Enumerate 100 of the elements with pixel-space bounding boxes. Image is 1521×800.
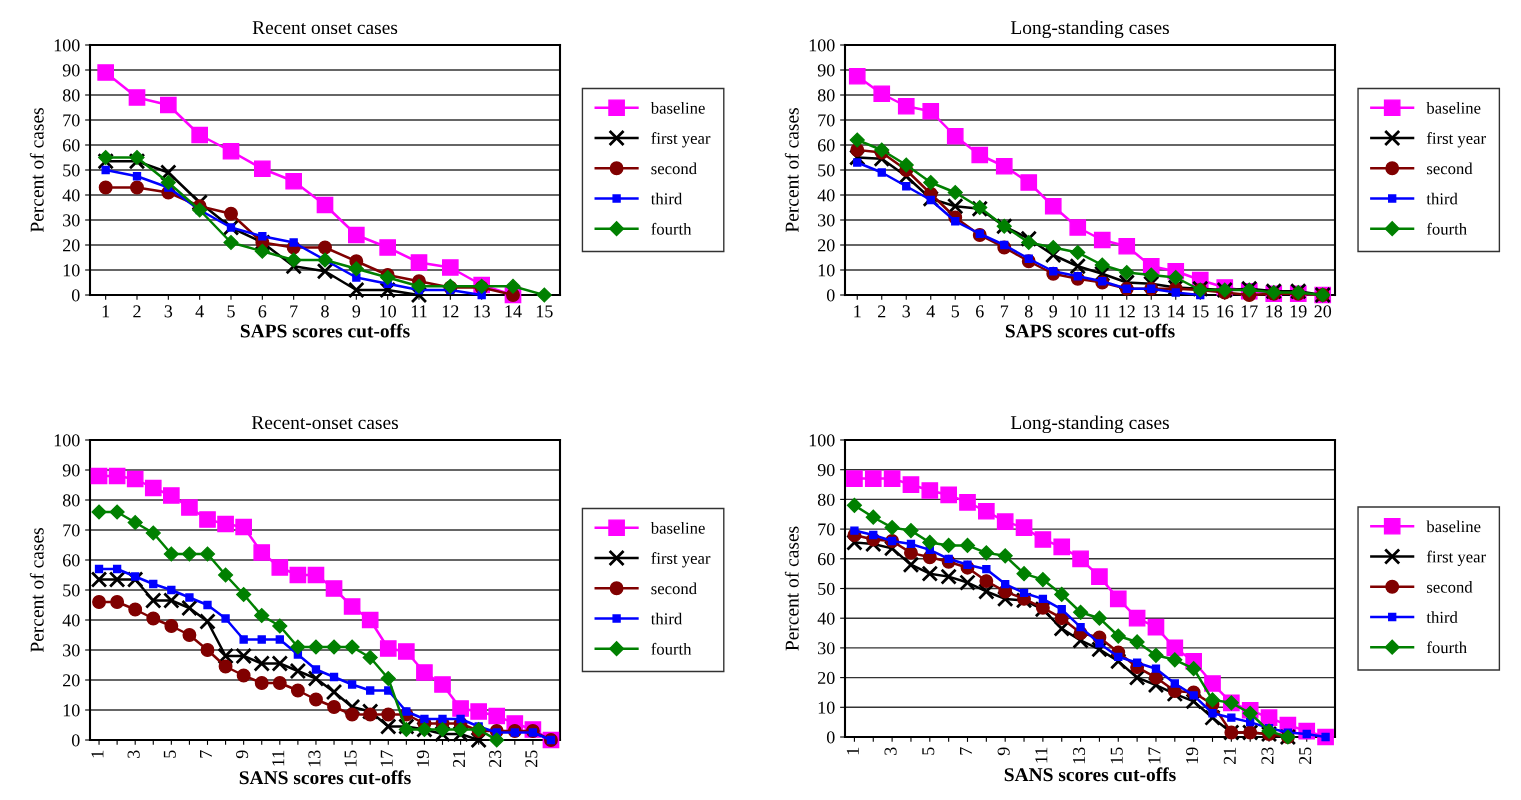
y-tick-label: 80 xyxy=(817,89,835,102)
x-tick-label: 7 xyxy=(1000,305,1009,318)
x-tick-label: 13 xyxy=(1143,305,1160,318)
x-tick-label: 6 xyxy=(258,305,267,318)
legend-label: baseline xyxy=(650,102,705,114)
x-tick-label: 20 xyxy=(1314,305,1332,318)
x-tick-label: 16 xyxy=(1217,305,1234,318)
y-tick-label: 60 xyxy=(818,139,835,152)
legend-label: third xyxy=(1426,192,1458,205)
y-tick-label: 100 xyxy=(809,39,835,52)
y-tick-label: 80 xyxy=(62,89,80,102)
x-tick-label: 7 xyxy=(290,305,298,318)
legend-label: fourth xyxy=(1426,222,1467,235)
x-tick-label: 12 xyxy=(442,305,459,318)
x-tick-label: 13 xyxy=(308,750,321,767)
x-tick-label: 11 xyxy=(1095,305,1110,318)
x-tick-label: 11 xyxy=(411,305,427,318)
y-tick-label: 20 xyxy=(63,674,80,687)
y-tick-label: 90 xyxy=(62,464,80,477)
y-tick-label: 20 xyxy=(818,239,835,252)
x-tick-label: 2 xyxy=(133,305,141,318)
x-tick-label: 19 xyxy=(1186,747,1199,764)
y-tick-label: 90 xyxy=(817,64,835,77)
legend-label: baseline xyxy=(1426,102,1481,114)
y-tick-label: 30 xyxy=(818,214,835,227)
x-tick-label: 21 xyxy=(1223,747,1236,764)
x-tick-label: 5 xyxy=(227,305,235,318)
x-tick-label: 8 xyxy=(321,305,329,318)
x-tick-label: 19 xyxy=(1290,305,1307,318)
legend-label: baseline xyxy=(650,522,705,534)
x-tick-label: 8 xyxy=(1024,305,1033,318)
x-tick-label: 13 xyxy=(474,305,490,318)
y-tick-label: 60 xyxy=(63,554,80,567)
legend-label: third xyxy=(650,192,683,205)
y-tick-label: 70 xyxy=(818,114,835,127)
y-tick-label: 70 xyxy=(63,114,80,127)
y-tick-label: 40 xyxy=(62,614,80,627)
y-tick-label: 0 xyxy=(71,734,80,747)
x-tick-label: 7 xyxy=(960,747,972,755)
x-tick-label: 10 xyxy=(1070,305,1087,318)
chart-title: Recent onset cases xyxy=(252,21,398,35)
y-tick-label: 90 xyxy=(817,463,835,477)
x-tick-label: 18 xyxy=(1266,305,1283,318)
x-tick-label: 5 xyxy=(951,305,960,318)
y-tick-label: 70 xyxy=(63,524,80,537)
legend-label: second xyxy=(651,582,697,595)
chart-title: Long-standing cases xyxy=(1010,415,1169,434)
y-tick-label: 20 xyxy=(818,671,835,685)
y-tick-label: 10 xyxy=(818,264,835,277)
legend-label: first year xyxy=(1426,132,1486,148)
x-tick-label: 21 xyxy=(452,750,465,767)
y-tick-label: 10 xyxy=(818,701,835,714)
x-tick-label: 5 xyxy=(163,750,176,758)
x-tick-label: 15 xyxy=(536,305,553,318)
chart-title: Recent-onset cases xyxy=(251,416,398,430)
x-tick-label: 3 xyxy=(164,305,173,318)
x-axis-title: SANS scores cut-offs xyxy=(239,770,411,785)
chart-title: Long-standing cases xyxy=(1010,20,1169,39)
x-tick-label: 15 xyxy=(1192,305,1209,318)
x-tick-label: 3 xyxy=(902,305,911,318)
x-tick-label: 3 xyxy=(127,750,140,758)
y-axis-title: Percent of cases xyxy=(29,108,44,233)
y-tick-label: 80 xyxy=(62,494,80,507)
x-tick-label: 14 xyxy=(505,305,522,318)
y-tick-label: 0 xyxy=(826,731,835,744)
x-tick-label: 19 xyxy=(416,750,429,767)
x-tick-label: 1 xyxy=(91,750,104,758)
y-tick-label: 50 xyxy=(818,164,835,177)
x-tick-label: 23 xyxy=(489,750,502,767)
x-tick-label: 1 xyxy=(102,305,110,318)
legend-label: third xyxy=(650,612,683,625)
x-tick-label: 14 xyxy=(1168,305,1185,318)
x-tick-label: 4 xyxy=(926,305,935,318)
legend-label: third xyxy=(1426,611,1458,623)
legend-label: baseline xyxy=(1426,520,1481,533)
legend-label: fourth xyxy=(651,642,692,655)
x-tick-label: 10 xyxy=(380,305,397,318)
y-tick-label: 50 xyxy=(63,584,80,597)
x-tick-label: 9 xyxy=(997,747,1010,756)
y-axis-title: Percent of cases xyxy=(784,526,799,651)
y-tick-label: 40 xyxy=(817,612,835,625)
x-tick-label: 9 xyxy=(1049,305,1058,318)
y-tick-label: 30 xyxy=(63,214,80,227)
x-tick-label: 3 xyxy=(884,747,897,755)
x-tick-label: 11 xyxy=(272,750,285,766)
y-axis-title: Percent of cases xyxy=(784,108,799,233)
x-tick-label: 25 xyxy=(525,750,538,767)
x-tick-label: 9 xyxy=(352,305,361,318)
x-tick-label: 5 xyxy=(922,747,935,755)
y-tick-label: 50 xyxy=(818,582,835,595)
y-tick-label: 70 xyxy=(818,523,835,536)
y-tick-label: 0 xyxy=(826,289,835,302)
y-tick-label: 0 xyxy=(71,289,80,302)
x-tick-label: 15 xyxy=(1110,747,1123,764)
x-tick-label: 11 xyxy=(1035,747,1048,763)
x-tick-label: 7 xyxy=(200,750,212,758)
y-tick-label: 20 xyxy=(63,239,80,252)
y-tick-label: 30 xyxy=(63,644,80,657)
x-tick-label: 1 xyxy=(854,305,861,318)
x-tick-label: 17 xyxy=(1148,747,1161,764)
